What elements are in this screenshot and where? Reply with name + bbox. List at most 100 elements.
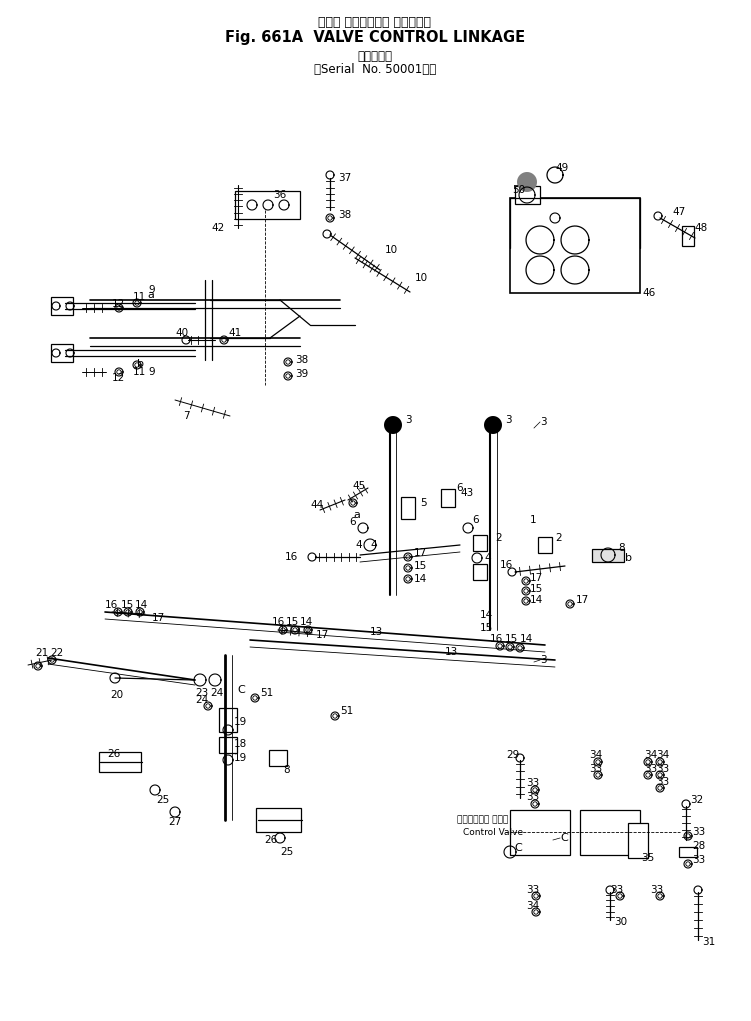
Text: a: a (147, 290, 154, 300)
Text: 18: 18 (234, 739, 247, 749)
Text: 15: 15 (530, 584, 543, 594)
Text: Control Valve: Control Valve (463, 827, 523, 836)
Text: 6: 6 (456, 483, 463, 493)
Text: 17: 17 (152, 613, 165, 623)
Text: 4: 4 (355, 540, 362, 550)
Text: 49: 49 (555, 163, 569, 173)
Text: 3: 3 (505, 415, 511, 425)
Text: 43: 43 (460, 488, 473, 498)
Text: 34: 34 (644, 750, 657, 760)
Text: 14: 14 (530, 595, 543, 605)
Text: 3: 3 (540, 655, 547, 665)
Text: コントロール バルブ: コントロール バルブ (457, 816, 508, 825)
Text: 17: 17 (576, 595, 590, 605)
Text: 1: 1 (530, 515, 537, 525)
Text: 14: 14 (480, 610, 493, 620)
Text: 22: 22 (50, 648, 63, 658)
Text: 33: 33 (589, 764, 602, 774)
Text: 26: 26 (264, 835, 277, 845)
Text: 10: 10 (385, 245, 398, 255)
Text: 42: 42 (212, 223, 225, 233)
Bar (441, 489, 455, 507)
Text: 4: 4 (370, 540, 376, 550)
Text: 34: 34 (589, 750, 602, 760)
Text: 17: 17 (414, 548, 427, 558)
Text: 17: 17 (316, 630, 329, 640)
Bar (473, 564, 487, 580)
Bar (269, 750, 287, 766)
Bar (514, 186, 539, 204)
Text: 14: 14 (520, 634, 533, 644)
Text: 24: 24 (210, 688, 223, 698)
Bar (219, 737, 237, 753)
Bar (219, 708, 237, 732)
Text: 31: 31 (702, 937, 715, 947)
Text: 33: 33 (656, 764, 669, 774)
Text: 6: 6 (349, 517, 356, 527)
Text: 11: 11 (133, 367, 146, 377)
Text: 19: 19 (234, 753, 247, 763)
Text: 26: 26 (107, 749, 120, 759)
Text: 15: 15 (505, 634, 518, 644)
Text: 12: 12 (112, 373, 125, 383)
Bar (401, 497, 415, 519)
Text: 16: 16 (490, 634, 503, 644)
Text: 33: 33 (526, 792, 539, 803)
Text: 8: 8 (618, 543, 625, 553)
Bar (679, 847, 697, 857)
Text: 13: 13 (370, 627, 383, 637)
Text: 37: 37 (338, 173, 351, 183)
Text: 27: 27 (168, 817, 181, 827)
Bar (510, 810, 570, 855)
Text: 47: 47 (672, 207, 685, 217)
Text: （Serial  No. 50001～）: （Serial No. 50001～） (314, 63, 436, 76)
Text: 11: 11 (133, 292, 146, 302)
Text: バルブ コントロール リンケージ: バルブ コントロール リンケージ (318, 16, 432, 29)
Text: 38: 38 (295, 355, 308, 364)
Text: 14: 14 (300, 617, 313, 627)
Bar (538, 537, 552, 553)
Text: 25: 25 (280, 847, 293, 857)
Text: 48: 48 (694, 223, 707, 233)
Text: 5: 5 (420, 498, 427, 508)
Text: 16: 16 (500, 560, 513, 570)
Text: 51: 51 (340, 706, 353, 716)
Text: 25: 25 (156, 795, 169, 805)
Polygon shape (384, 416, 402, 434)
Text: 50: 50 (512, 185, 525, 195)
Text: 33: 33 (610, 885, 623, 895)
Text: 33: 33 (656, 777, 669, 787)
Text: 34: 34 (526, 901, 539, 911)
Text: 9: 9 (148, 367, 155, 377)
Text: 33: 33 (692, 827, 705, 837)
Text: 29: 29 (506, 750, 519, 760)
Text: C: C (514, 843, 522, 853)
Text: 16: 16 (285, 552, 298, 562)
Text: 36: 36 (273, 190, 286, 200)
Text: 24: 24 (195, 695, 208, 704)
Text: C: C (560, 833, 568, 843)
Text: Fig. 661A  VALVE CONTROL LINKAGE: Fig. 661A VALVE CONTROL LINKAGE (225, 30, 525, 45)
Text: 14: 14 (135, 600, 148, 610)
Text: 9: 9 (148, 285, 155, 295)
Text: 19: 19 (234, 717, 247, 727)
Text: 40: 40 (175, 328, 188, 338)
Text: 17: 17 (530, 573, 543, 583)
Bar (99, 752, 141, 772)
Text: 20: 20 (110, 690, 123, 700)
Text: 10: 10 (415, 273, 428, 283)
Text: 7: 7 (183, 411, 189, 421)
Polygon shape (517, 172, 537, 192)
Text: 3: 3 (405, 415, 412, 425)
Text: 2: 2 (555, 533, 562, 543)
Text: 33: 33 (692, 855, 705, 865)
Text: 4: 4 (484, 553, 490, 563)
Bar (510, 197, 640, 292)
Text: b: b (625, 553, 632, 563)
Text: 21: 21 (35, 648, 48, 658)
Bar (628, 823, 648, 858)
Text: 51: 51 (260, 688, 273, 698)
Text: 15: 15 (286, 617, 299, 627)
Text: 35: 35 (641, 853, 654, 863)
Text: 32: 32 (690, 795, 703, 805)
